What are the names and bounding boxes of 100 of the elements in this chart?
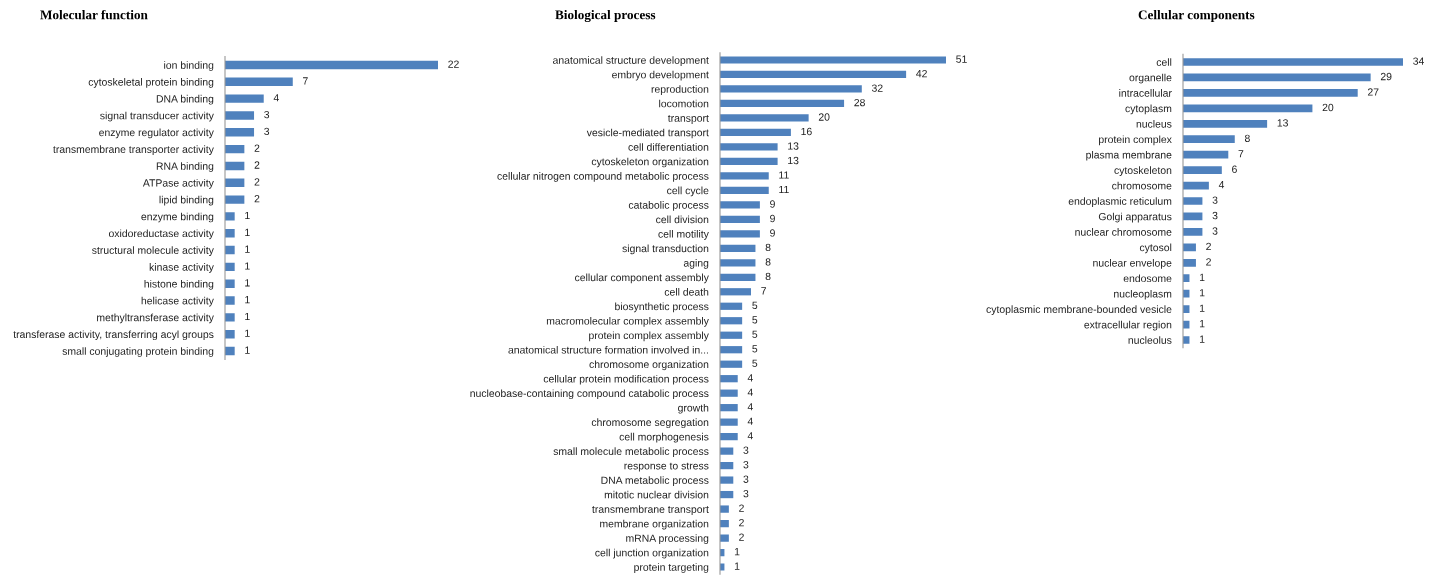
bar [720,230,760,238]
y-tick-label: small molecule metabolic process [553,447,709,458]
y-tick-label: protein complex assembly [589,331,709,342]
y-tick-label: chromosome [1112,181,1172,190]
y-tick-label: transmembrane transport [592,505,709,515]
data-label: 3 [743,475,749,483]
data-label: 13 [788,142,799,150]
y-tick-label: helicase activity [141,296,214,307]
y-tick-label: cytosol [1139,243,1172,254]
y-tick-label: Golgi apparatus [1098,212,1172,223]
data-label: 1 [245,211,250,220]
data-label: 1 [245,329,250,337]
data-label: 1 [245,228,250,236]
data-label: 5 [752,330,758,339]
y-tick-label: cytoskeleton organization [591,157,709,168]
data-label: 1 [245,312,250,321]
bar [720,56,946,64]
data-label: 42 [916,69,927,78]
y-tick-label: anatomical structure development [553,56,709,66]
y-tick-label: oxidoreductase activity [108,229,214,240]
data-label: 13 [1277,119,1288,127]
data-label: 13 [788,156,799,165]
bar [1183,197,1203,205]
y-tick-label: cellular nitrogen compound metabolic process [497,172,709,182]
y-tick-label: cell cycle [667,186,709,197]
data-label: 29 [1380,72,1392,81]
bar [1183,228,1203,236]
y-tick-label: endosome [1123,274,1172,283]
bar [720,201,760,209]
data-label: 7 [761,287,767,295]
data-label: 4 [1218,181,1225,189]
data-label: 8 [765,258,771,266]
y-tick-label: structural molecule activity [92,246,214,256]
data-label: 6 [1232,165,1237,173]
bar [720,186,769,194]
bar [720,259,756,267]
data-label: 2 [739,533,744,541]
data-label: 5 [752,316,758,324]
bar [225,212,235,221]
data-label: 20 [1322,103,1334,112]
bar [225,60,438,70]
data-label: 2 [1206,242,1211,251]
bar [720,128,791,137]
bar [225,313,235,322]
bar [720,447,734,455]
y-tick-label: endoplasmic reticulum [1068,197,1172,207]
y-tick-label: vesicle-mediated transport [586,128,709,139]
data-label: 51 [956,55,967,63]
bar [720,215,760,223]
bar [720,389,738,397]
data-label: 4 [747,374,753,382]
data-label: 1 [1199,335,1205,343]
bar [720,346,743,354]
y-tick-label: transport [667,114,709,124]
bar [1183,89,1358,97]
y-tick-label: plasma membrane [1086,150,1172,161]
y-tick-label: cell junction organization [595,548,709,559]
y-tick-label: chromosome organization [589,360,709,371]
y-tick-label: aging [683,259,709,269]
y-tick-label: cell motility [658,230,709,240]
bar [720,99,845,108]
data-label: 2 [739,504,744,512]
bar [720,375,738,383]
data-label: 11 [779,171,789,179]
bar [1183,166,1222,174]
bar [225,195,245,204]
y-tick-label: locomotion [659,99,709,108]
bar [225,94,264,103]
data-label: 2 [254,144,260,152]
y-tick-label: nucleobase-containing compound catabolic process [470,389,709,400]
bar [720,85,862,93]
y-tick-label: nuclear chromosome [1075,228,1172,236]
y-tick-label: ATPase activity [142,178,214,189]
y-tick-label: protein targeting [634,563,709,573]
data-label: 1 [245,262,250,270]
y-tick-label: mitotic nuclear division [604,490,709,499]
data-label: 2 [254,161,260,169]
bar [1183,58,1403,66]
chart-title: Cellular components [1138,10,1255,22]
bar [720,244,756,252]
bar [720,476,734,484]
data-label: 7 [303,77,308,85]
y-tick-label: cell differentiation [628,143,709,151]
data-label: 1 [245,346,250,354]
bar [1183,119,1268,128]
y-tick-label: mRNA processing [626,534,709,544]
y-tick-label: embryo development [612,70,709,81]
bar [720,331,743,339]
y-tick-label: small conjugating protein binding [62,347,214,357]
data-label: 9 [770,229,775,237]
y-tick-label: kinase activity [149,263,214,273]
data-label: 4 [747,388,753,396]
bar [1183,135,1235,144]
data-label: 1 [245,245,250,253]
data-label: 1 [1199,289,1205,297]
y-tick-label: nucleoplasm [1114,289,1172,300]
y-tick-label: enzyme regulator activity [99,128,214,139]
y-tick-label: intracellular [1119,89,1172,97]
y-tick-label: membrane organization [600,519,709,530]
y-tick-label: macromolecular complex assembly [546,316,709,327]
